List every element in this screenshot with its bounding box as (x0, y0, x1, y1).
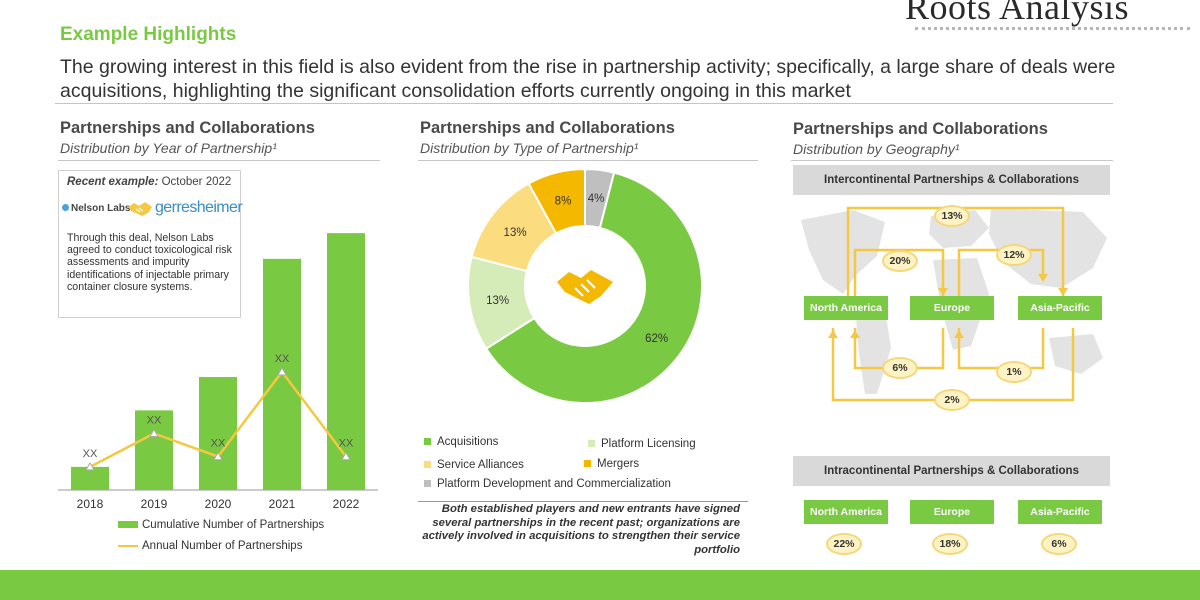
legend-platform-licensing: Platform Licensing (588, 438, 696, 450)
world-map-flows (801, 206, 1107, 402)
intra-region-asia-pacific: Asia-Pacific (1018, 500, 1102, 524)
panel2-title: Partnerships and Collaborations (420, 119, 675, 137)
legend-mergers-label: Mergers (597, 458, 640, 470)
example-label: Recent example: (67, 176, 159, 188)
legend-acquisitions-label: Acquisitions (437, 436, 499, 448)
bar-2019 (135, 410, 173, 490)
legend-service-alliances-label: Service Alliances (437, 459, 524, 471)
panel3-divider (791, 160, 1113, 161)
nelson-labs-logo-text: Nelson Labs (71, 203, 131, 214)
annual-point-2022 (341, 451, 351, 461)
x-tick-2019: 2019 (141, 497, 168, 511)
intra-region-europe: Europe (910, 500, 994, 524)
panel3-subtitle: Distribution by Geography¹ (793, 141, 960, 157)
flow-pct-na-apac-return: 2% (934, 389, 970, 411)
bar-2022 (327, 233, 365, 490)
annual-label-2020: XX (211, 438, 226, 450)
flow-pct-na-eu: 20% (882, 250, 918, 272)
legend-cumulative-label: Cumulative Number of Partnerships (142, 519, 325, 531)
x-tick-2020: 2020 (205, 497, 232, 511)
legend-service-alliances: Service Alliances (424, 459, 524, 471)
annual-point-2019 (149, 428, 159, 437)
panel1-title: Partnerships and Collaborations (60, 119, 315, 137)
panel1-divider (58, 160, 380, 161)
region-asia-pacific: Asia-Pacific (1018, 296, 1102, 320)
slice-label-mergers: 8% (555, 195, 572, 207)
headline-text: The growing interest in this field is al… (60, 56, 1116, 102)
example-heading: Recent example: October 2022 (67, 176, 231, 188)
annual-label-2021: XX (275, 353, 290, 365)
intra-pct-asia-pacific: 6% (1041, 533, 1077, 555)
partner-logos: Nelson Labs gerresheimer (59, 195, 243, 224)
legend-annual-label: Annual Number of Partnerships (142, 540, 303, 552)
example-description: Through this deal, Nelson Labs agreed to… (67, 232, 232, 293)
panel2-subtitle: Distribution by Type of Partnership¹ (420, 140, 639, 156)
recent-example-card: Recent example: October 2022 Nelson Labs… (58, 170, 243, 318)
region-europe: Europe (910, 296, 994, 320)
legend-platform-development-label: Platform Development and Commercializati… (437, 478, 671, 490)
gerresheimer-logo: gerresheimer (155, 199, 243, 216)
intra-pct-europe: 18% (932, 533, 968, 555)
flow-pct-na-eu-return: 6% (882, 357, 918, 379)
slice-label-platform-licensing: 13% (486, 295, 509, 307)
nelson-logo-dot-icon (62, 204, 69, 211)
legend-platform-licensing-swatch (588, 440, 595, 448)
highlights-title: Example Highlights (60, 24, 237, 45)
panel1-subtitle: Distribution by Year of Partnership¹ (60, 140, 277, 156)
intra-region-north-america: North America (804, 500, 888, 524)
panel2-divider (418, 160, 758, 161)
legend-service-alliances-swatch (424, 461, 431, 469)
annual-label-2018: XX (83, 448, 98, 460)
nelson-labs-logo: Nelson Labs (62, 203, 130, 214)
legend-platform-development: Platform Development and Commercializati… (424, 478, 671, 490)
panel2-quote: Both established players and new entrant… (422, 503, 740, 556)
x-tick-2022: 2022 (333, 497, 360, 511)
legend-bar-swatch (118, 521, 138, 529)
type-distribution-donut: 4% 62% 13% 13% 8% (467, 170, 703, 404)
x-tick-2018: 2018 (77, 497, 104, 511)
slice-label-service-alliances: 13% (504, 227, 527, 239)
legend-acquisitions-swatch (424, 438, 431, 446)
slice-label-platform-development-and-commercialization: 4% (588, 193, 605, 205)
intra-pct-north-america: 22% (826, 533, 862, 555)
footer-bar (0, 570, 1200, 600)
quote-divider (418, 501, 748, 502)
x-tick-2021: 2021 (269, 497, 296, 511)
legend-platform-licensing-label: Platform Licensing (601, 438, 696, 450)
legend-mergers-swatch (584, 460, 591, 468)
flow-arrowheads (828, 274, 1068, 338)
legend-mergers: Mergers (584, 458, 639, 470)
world-map-silhouette (801, 208, 1107, 394)
example-date: October 2022 (158, 176, 232, 188)
panel3-title: Partnerships and Collaborations (793, 120, 1048, 138)
flow-pct-eu-apac-return: 1% (996, 361, 1032, 383)
intracontinental-header: Intracontinental Partnerships & Collabor… (793, 456, 1110, 486)
intercontinental-header: Intercontinental Partnerships & Collabor… (793, 165, 1110, 195)
annual-point-2020 (213, 451, 223, 461)
legend-cumulative: Cumulative Number of Partnerships (118, 519, 324, 531)
annual-point-2021 (277, 366, 287, 376)
year-distribution-chart: 2018 2019 2020 2021 2022 XX XX XX XX XX (58, 233, 378, 511)
legend-acquisitions: Acquisitions (424, 436, 498, 448)
slice-mergers (527, 170, 586, 235)
flow-pct-na-apac: 13% (934, 205, 970, 227)
header-divider (55, 103, 1113, 104)
handshake-icon (127, 199, 153, 224)
annual-label-2022: XX (339, 438, 354, 450)
annual-point-2018 (85, 461, 95, 471)
slice-label-acquisitions: 62% (645, 333, 668, 345)
annual-label-2019: XX (147, 414, 162, 426)
brand-logo: Roots Analysis (905, 0, 1130, 27)
legend-line-swatch (118, 544, 138, 547)
slice-acquisitions (484, 171, 703, 404)
bar-2018 (71, 466, 109, 490)
flow-pct-eu-apac: 12% (996, 244, 1032, 266)
legend-annual: Annual Number of Partnerships (118, 540, 302, 552)
region-north-america: North America (804, 296, 888, 320)
bar-2020 (199, 376, 237, 490)
brand-tagline-decoration (915, 27, 1190, 35)
legend-platform-development-swatch (424, 480, 431, 488)
handshake-icon (557, 270, 613, 304)
